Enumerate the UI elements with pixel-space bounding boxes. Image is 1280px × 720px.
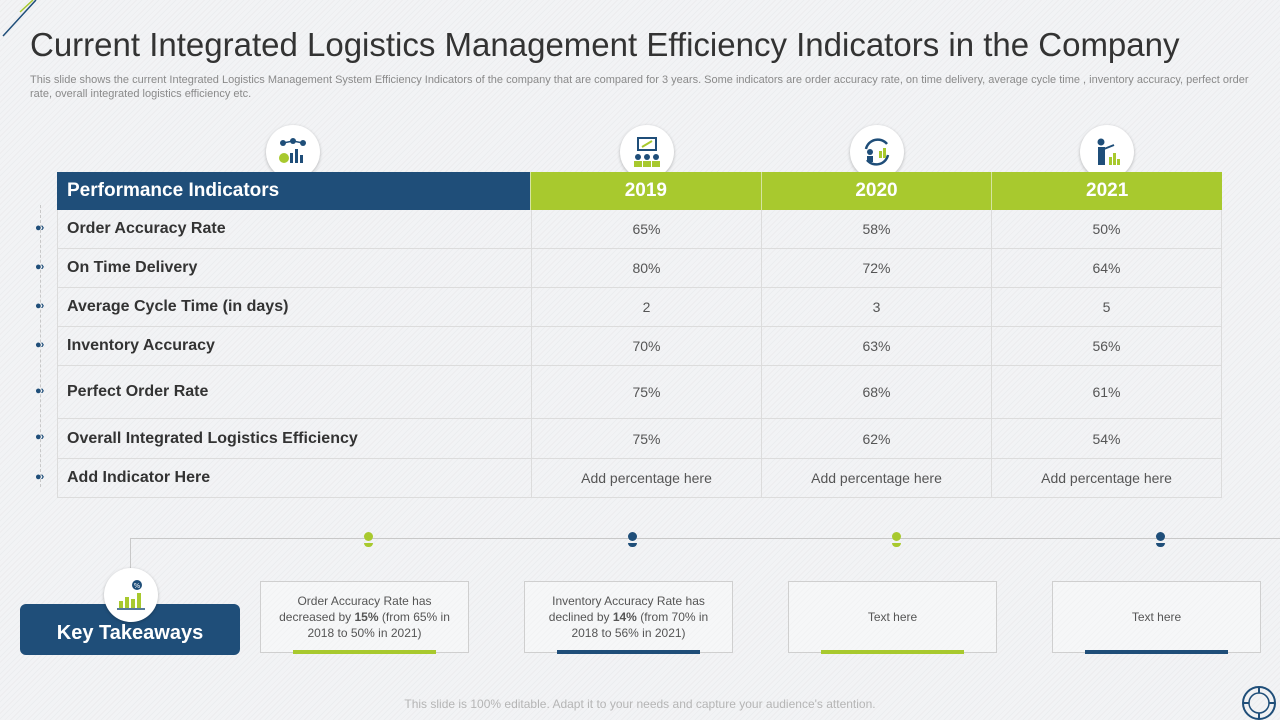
svg-text:%: % (134, 582, 141, 590)
indicator-value: 75% (531, 419, 761, 458)
indicator-value: 62% (761, 419, 991, 458)
page-title: Current Integrated Logistics Management … (30, 26, 1180, 63)
table-row: Average Cycle Time (in days) 2 3 5 (57, 288, 1222, 327)
takeaway-text: Text here (868, 609, 917, 625)
indicator-value: Add percentage here (761, 459, 991, 497)
indicator-label: On Time Delivery (67, 259, 198, 276)
takeaway-accent-bar (293, 650, 436, 654)
table-row: Inventory Accuracy 70% 63% 56% (57, 327, 1222, 366)
indicator-value: 3 (761, 288, 991, 326)
timeline-dot-tail (1156, 543, 1165, 547)
table-row: Overall Integrated Logistics Efficiency 7… (57, 419, 1222, 459)
takeaway-text-pre: Text here (867, 610, 918, 624)
takeaway-text-pre: Order Accuracy Rate has decreased by (279, 594, 432, 624)
table-row: Order Accuracy Rate 65% 58% 50% (57, 210, 1222, 249)
indicator-value: 80% (531, 249, 761, 287)
indicator-value: 75% (531, 366, 761, 418)
row-bullet-icon: ●› (35, 384, 44, 397)
indicator-label: Overall Integrated Logistics Efficiency (67, 429, 358, 447)
takeaway-text-post: (from 70% in 2018 to 56% in 2021) (571, 610, 709, 640)
row-bullet-icon: ●› (35, 221, 44, 234)
timeline-dot (892, 532, 901, 541)
takeaway-text-highlight: 14% (612, 610, 637, 624)
takeaway-text-pre: Text here (1131, 610, 1182, 624)
indicator-label: Order Accuracy Rate (67, 220, 226, 237)
indicator-value: 61% (991, 366, 1221, 418)
bullet-connector-line (40, 205, 41, 487)
navigation-icon[interactable] (1240, 684, 1278, 720)
header-performance-indicators: Performance Indicators (57, 172, 530, 210)
header-year-2020: 2020 (760, 172, 992, 210)
takeaway-text-post: (from 65% in 2018 to 50% in 2021) (307, 610, 450, 640)
timeline-dot (364, 532, 373, 541)
indicator-value: 2 (531, 288, 761, 326)
table-row: On Time Delivery 80% 72% 64% (57, 249, 1222, 288)
takeaway-text-pre: Inventory Accuracy Rate has declined by (548, 594, 705, 624)
indicator-value: 70% (531, 327, 761, 365)
header-year-2021: 2021 (991, 172, 1223, 210)
footer-note: This slide is 100% editable. Adapt it to… (404, 697, 876, 711)
page-subtitle: This slide shows the current Integrated … (30, 74, 1249, 100)
indicators-table: Performance Indicators 2019 2020 2021 Or… (57, 172, 1223, 498)
indicator-label: Perfect Order Rate (67, 383, 209, 400)
corner-decoration (2, 0, 37, 37)
indicator-value: 72% (761, 249, 991, 287)
indicator-label: Add Indicator Here (67, 469, 211, 486)
indicator-value: 56% (991, 327, 1221, 365)
takeaway-connector-vertical (130, 538, 131, 572)
takeaway-text: Order Accuracy Rate has decreased by 15%… (275, 593, 454, 641)
indicator-value: 50% (991, 210, 1221, 248)
indicator-value: 54% (991, 419, 1221, 458)
indicator-value: 64% (991, 249, 1221, 287)
indicator-value: 63% (761, 327, 991, 365)
table-header: Performance Indicators 2019 2020 2021 (57, 172, 1223, 210)
table-row: Perfect Order Rate 75% 68% 61% (57, 366, 1222, 419)
timeline-dot-tail (892, 543, 901, 547)
indicator-value: 65% (531, 210, 761, 248)
row-bullet-icon: ●› (35, 260, 44, 273)
indicator-value: 58% (761, 210, 991, 248)
presentation-icon (620, 125, 674, 179)
takeaway-card: Order Accuracy Rate has decreased by 15%… (260, 581, 469, 654)
refresh-people-icon (850, 125, 904, 179)
presenter-chart-icon (1080, 125, 1134, 179)
indicator-value: 68% (761, 366, 991, 418)
indicator-label: Inventory Accuracy (67, 337, 215, 354)
timeline-dot (628, 532, 637, 541)
timeline-dot-tail (628, 543, 637, 547)
row-bullet-icon: ●› (35, 470, 44, 483)
takeaway-card: Inventory Accuracy Rate has declined by … (524, 581, 733, 654)
takeaway-text-highlight: 15% (354, 610, 379, 624)
takeaway-card: Text here (1052, 581, 1261, 654)
takeaway-text: Text here (1132, 609, 1181, 625)
row-bullet-icon: ●› (35, 299, 44, 312)
indicator-value: Add percentage here (531, 459, 761, 497)
analytics-icon (266, 125, 320, 179)
indicator-value: 5 (991, 288, 1221, 326)
takeaway-accent-bar (557, 650, 700, 654)
indicator-value: Add percentage here (991, 459, 1221, 497)
takeaway-text: Inventory Accuracy Rate has declined by … (539, 593, 718, 641)
takeaway-accent-bar (1085, 650, 1228, 654)
header-year-2019: 2019 (530, 172, 761, 210)
row-bullet-icon: ●› (35, 431, 44, 443)
indicator-label: Average Cycle Time (in days) (67, 298, 289, 315)
timeline-dot-tail (364, 543, 373, 547)
takeaway-card: Text here (788, 581, 997, 654)
row-bullet-icon: ●› (35, 338, 44, 351)
timeline-dot (1156, 532, 1165, 541)
takeaway-connector-horizontal (130, 538, 1280, 539)
takeaway-accent-bar (821, 650, 964, 654)
table-row: Add Indicator Here Add percentage here Add… (57, 459, 1222, 498)
bar-chart-percent-icon: % (104, 568, 158, 622)
